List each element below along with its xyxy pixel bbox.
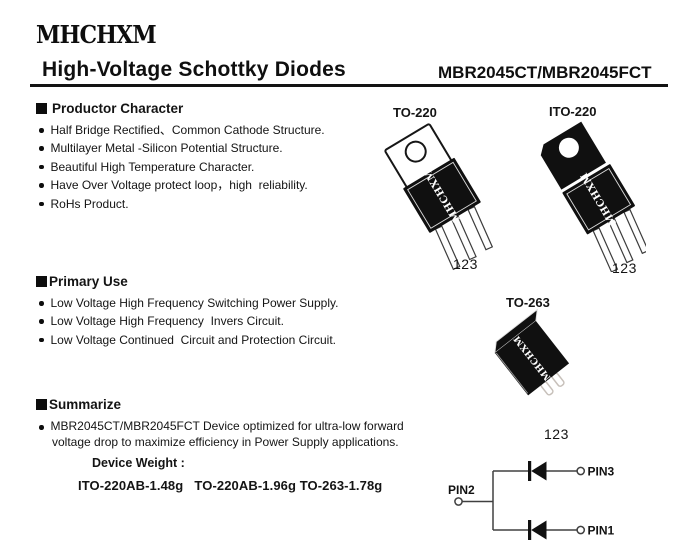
feature-text: Half Bridge Rectified、Common Cathode Str… bbox=[50, 123, 325, 137]
ito220-pin-numbers: 123 bbox=[612, 260, 637, 276]
ito220-package-image: MHCHXM bbox=[540, 121, 646, 272]
part-number: MBR2045CT/MBR2045FCT bbox=[438, 63, 652, 82]
use-text: Low Voltage High Frequency Invers Circui… bbox=[50, 314, 284, 329]
summary-text-line2: voltage drop to maximize efficiency in P… bbox=[52, 434, 399, 449]
feature-text: Have Over Voltage protect loop，high reli… bbox=[50, 178, 308, 193]
ito220-body-outline bbox=[566, 168, 632, 231]
section-heading: Primary Use bbox=[49, 274, 128, 289]
feature-bullet: RoHs Product. bbox=[36, 195, 396, 213]
feature-bullet: Beautiful High Temperature Character. bbox=[36, 158, 396, 176]
common-bus-line bbox=[462, 471, 494, 530]
ito220-lead bbox=[607, 218, 634, 264]
device-weight-label: Device Weight : bbox=[92, 456, 185, 470]
diode-cathode-bar-icon bbox=[528, 461, 532, 481]
use-bullet: Low Voltage High Frequency Invers Circui… bbox=[36, 312, 396, 330]
pin3-label: PIN3 bbox=[588, 465, 615, 479]
to220-mounting-hole bbox=[404, 140, 427, 163]
bullet-dot-icon bbox=[39, 319, 44, 324]
ito220-lead bbox=[592, 227, 619, 272]
ito220-lead bbox=[623, 208, 646, 255]
use-text: Low Voltage High Frequency Switching Pow… bbox=[50, 296, 339, 310]
summary-text-line1: MBR2045CT/MBR2045FCT Device optimized fo… bbox=[50, 419, 404, 433]
feature-text: RoHs Product. bbox=[50, 196, 129, 211]
page-title: High-Voltage Schottky Diodes bbox=[42, 58, 346, 81]
to220-lead bbox=[467, 205, 494, 251]
diode-cathode-bar-icon bbox=[528, 520, 532, 540]
section-heading: Productor Character bbox=[52, 101, 184, 116]
feature-bullet: Half Bridge Rectified、Common Cathode Str… bbox=[36, 121, 396, 139]
feature-bullet: Multilayer Metal -Silicon Potential Stru… bbox=[36, 139, 396, 157]
bullet-dot-icon bbox=[39, 425, 44, 430]
section-marker-icon bbox=[36, 276, 47, 287]
section-heading: Summarize bbox=[49, 397, 122, 412]
pin2-terminal-icon bbox=[454, 497, 463, 506]
to263-label: TO-263 bbox=[506, 295, 550, 310]
bullet-dot-icon bbox=[39, 146, 44, 151]
bullet-dot-icon bbox=[39, 301, 44, 306]
circuit-diagram: PIN2 PIN3 PIN1 bbox=[448, 461, 615, 540]
to220-body-outline bbox=[407, 161, 477, 229]
title-underline bbox=[30, 84, 668, 87]
device-weight-values: ITO-220AB-1.48g TO-220AB-1.96g TO-263-1.… bbox=[78, 478, 383, 493]
summary-bullet: MBR2045CT/MBR2045FCT Device optimized fo… bbox=[36, 419, 436, 435]
to220-label: TO-220 bbox=[393, 105, 437, 120]
to263-edge-highlight bbox=[495, 352, 529, 394]
diode-anode-triangle-icon bbox=[531, 520, 547, 540]
ito220-label: ITO-220 bbox=[549, 104, 597, 119]
to220-pin-numbers: 123 bbox=[453, 256, 478, 272]
to263-package-image: MHCHXM bbox=[494, 308, 570, 396]
bullet-dot-icon bbox=[39, 128, 44, 133]
section-summarize: Summarize MBR2045CT/MBR2045FCT Device op… bbox=[36, 397, 436, 493]
pin1-terminal-icon bbox=[576, 525, 586, 535]
feature-bullet: Have Over Voltage protect loop，high reli… bbox=[36, 176, 396, 194]
to263-pin-numbers: 123 bbox=[544, 426, 569, 442]
to263-body bbox=[494, 320, 570, 396]
brand-logo: MHCHXM bbox=[36, 20, 157, 49]
pin3-terminal-icon bbox=[576, 466, 586, 476]
pin1-label: PIN1 bbox=[588, 524, 615, 538]
use-bullet: Low Voltage High Frequency Switching Pow… bbox=[36, 294, 396, 312]
bullet-dot-icon bbox=[39, 183, 44, 188]
section-primary-use: Primary Use Low Voltage High Frequency S… bbox=[36, 274, 396, 349]
feature-text: Beautiful High Temperature Character. bbox=[50, 159, 255, 174]
bullet-dot-icon bbox=[39, 337, 44, 343]
section-marker-icon bbox=[36, 399, 47, 410]
to263-lead bbox=[540, 372, 565, 396]
section-marker-icon bbox=[36, 103, 47, 114]
ito220-mounting-hole bbox=[558, 137, 579, 158]
diode-anode-triangle-icon bbox=[531, 461, 547, 481]
pin2-label: PIN2 bbox=[448, 483, 475, 497]
use-text: Low Voltage Continued Circuit and Protec… bbox=[50, 332, 337, 347]
to220-package-image: MHCHXM bbox=[384, 123, 494, 271]
feature-text: Multilayer Metal -Silicon Potential Stru… bbox=[50, 141, 283, 156]
section-product-character: Productor Character Half Bridge Rectifie… bbox=[36, 101, 396, 213]
bullet-dot-icon bbox=[39, 201, 44, 207]
bullet-dot-icon bbox=[39, 164, 44, 170]
use-bullet: Low Voltage Continued Circuit and Protec… bbox=[36, 331, 396, 349]
